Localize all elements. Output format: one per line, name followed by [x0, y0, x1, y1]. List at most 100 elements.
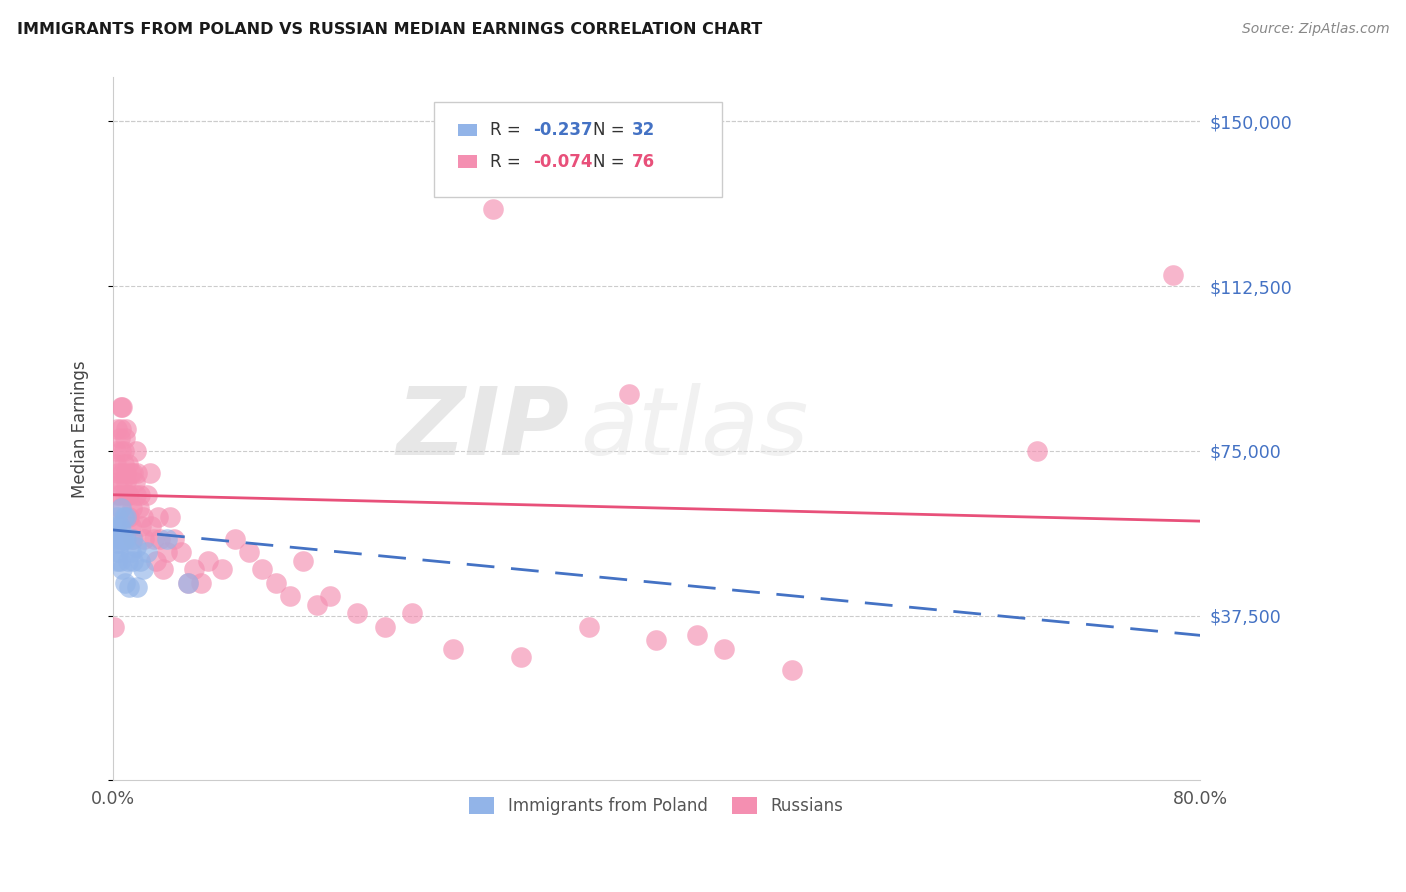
Point [645, 632, 668, 647]
Point [1026, 443, 1049, 458]
Point [114, 488, 136, 502]
Point [124, 475, 146, 489]
Point [122, 532, 145, 546]
Point [108, 500, 131, 515]
Text: 32: 32 [631, 121, 655, 139]
Point [121, 532, 143, 546]
Point [114, 431, 136, 445]
Point [278, 589, 301, 603]
Point [120, 545, 142, 559]
Point [156, 532, 179, 546]
Point [713, 641, 735, 656]
Point [135, 488, 157, 502]
Point [107, 475, 129, 489]
Point [118, 488, 141, 502]
Text: R =: R = [491, 153, 526, 170]
Point [122, 554, 145, 568]
Point [108, 488, 131, 502]
Text: 76: 76 [631, 153, 655, 170]
Point [125, 443, 148, 458]
Point [183, 562, 205, 576]
Point [159, 509, 181, 524]
Point [120, 466, 142, 480]
Point [112, 532, 135, 546]
Point [103, 619, 125, 633]
Point [120, 518, 142, 533]
Point [578, 619, 600, 633]
Point [108, 536, 131, 550]
Point [107, 527, 129, 541]
Point [132, 509, 155, 524]
Text: -0.074: -0.074 [534, 153, 593, 170]
Point [135, 545, 157, 559]
Text: atlas: atlas [581, 384, 808, 475]
Point [115, 509, 138, 524]
Point [103, 523, 125, 537]
Point [197, 554, 219, 568]
Point [107, 466, 129, 480]
FancyBboxPatch shape [433, 102, 721, 197]
Point [127, 580, 149, 594]
Point [118, 580, 141, 594]
Text: -0.237: -0.237 [534, 121, 593, 139]
Point [115, 466, 138, 480]
Point [110, 422, 132, 436]
Point [110, 500, 132, 515]
Point [117, 457, 139, 471]
Point [163, 532, 186, 546]
Text: N =: N = [593, 121, 630, 139]
Point [190, 575, 212, 590]
Point [117, 488, 139, 502]
Point [292, 554, 315, 568]
Point [111, 400, 134, 414]
Point [305, 598, 328, 612]
Point [111, 562, 134, 576]
Point [104, 532, 127, 546]
Point [129, 554, 152, 568]
Point [112, 509, 135, 524]
Point [441, 641, 464, 656]
Point [125, 541, 148, 555]
Point [104, 443, 127, 458]
Point [107, 545, 129, 559]
Point [139, 518, 162, 533]
Point [111, 475, 134, 489]
Point [132, 562, 155, 576]
Point [782, 664, 804, 678]
Point [176, 575, 198, 590]
Point [111, 532, 134, 546]
Point [170, 545, 193, 559]
Point [619, 386, 641, 401]
Point [319, 589, 342, 603]
Point [132, 532, 155, 546]
Point [105, 554, 128, 568]
Point [211, 562, 233, 576]
Point [117, 554, 139, 568]
Point [111, 466, 134, 480]
Point [128, 500, 150, 515]
Point [131, 518, 153, 533]
Point [152, 562, 174, 576]
Bar [457, 155, 477, 168]
Point [112, 443, 135, 458]
Point [1161, 268, 1184, 282]
Point [346, 607, 368, 621]
Point [104, 457, 127, 471]
Point [686, 628, 709, 642]
Point [252, 562, 274, 576]
Point [118, 509, 141, 524]
Point [115, 422, 138, 436]
Point [550, 123, 572, 137]
Point [108, 518, 131, 533]
Point [176, 575, 198, 590]
Text: IMMIGRANTS FROM POLAND VS RUSSIAN MEDIAN EARNINGS CORRELATION CHART: IMMIGRANTS FROM POLAND VS RUSSIAN MEDIAN… [17, 22, 762, 37]
Point [122, 466, 145, 480]
Point [127, 466, 149, 480]
Bar [457, 124, 477, 136]
Point [105, 536, 128, 550]
Point [224, 532, 246, 546]
Point [105, 422, 128, 436]
Point [145, 554, 167, 568]
Point [110, 443, 132, 458]
Point [112, 457, 135, 471]
